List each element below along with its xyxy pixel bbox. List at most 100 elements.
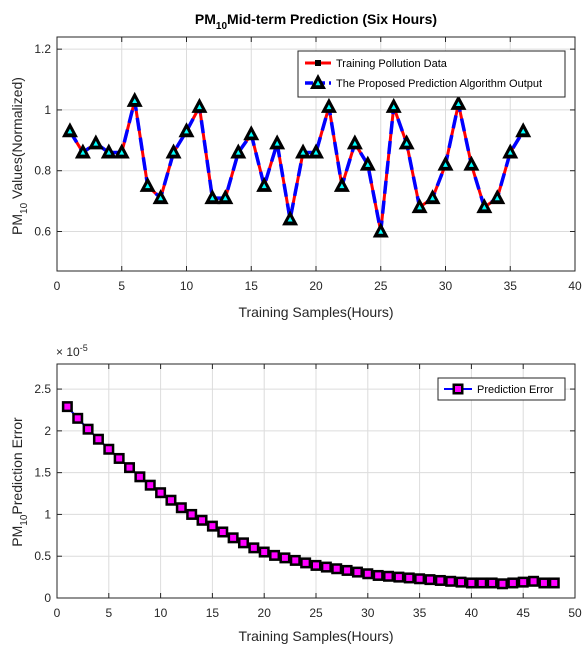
chart2-exponent-label: × 10-5 bbox=[56, 343, 88, 359]
chart1-y-axis-label: PM10 Values(Normalized) bbox=[9, 77, 30, 235]
error-marker-inner bbox=[85, 426, 92, 433]
chart2-x-tick-label: 5 bbox=[105, 606, 112, 620]
prediction-marker-inner bbox=[468, 162, 474, 167]
prediction-marker-inner bbox=[300, 149, 306, 155]
error-marker-inner bbox=[344, 567, 351, 574]
chart1-ylabel-rest: Values(Normalized) bbox=[9, 77, 25, 203]
error-marker-inner bbox=[313, 562, 319, 569]
error-marker-inner bbox=[385, 573, 392, 580]
error-marker-inner bbox=[520, 579, 527, 586]
error-marker-inner bbox=[354, 569, 361, 576]
chart2-x-tick-label: 0 bbox=[54, 606, 61, 620]
prediction-marker-inner bbox=[365, 162, 371, 167]
error-marker-inner bbox=[489, 579, 496, 586]
chart2-plot-area: 0 5 10 15 20 25 30 35 40 45 50 0 0.5 1 1.5 2 2.5 Predicti… bbox=[34, 363, 582, 620]
chart2-ylabel-main: PM bbox=[9, 526, 25, 547]
legend-marker-prediction-inner bbox=[315, 80, 321, 86]
prediction-marker-inner bbox=[119, 149, 125, 155]
prediction-marker-inner bbox=[80, 149, 86, 155]
chart1-x-tick-label: 15 bbox=[245, 279, 259, 293]
error-marker-inner bbox=[219, 528, 226, 535]
error-marker-inner bbox=[302, 559, 309, 566]
prediction-marker-inner bbox=[507, 149, 513, 155]
chart2-x-tick-label: 20 bbox=[258, 606, 272, 620]
prediction-marker-inner bbox=[274, 140, 280, 146]
error-marker-inner bbox=[375, 572, 382, 579]
chart2-y-tick-label: 0.5 bbox=[34, 549, 51, 563]
chart1-x-axis-label: Training Samples(Hours) bbox=[238, 304, 393, 320]
error-marker-inner bbox=[406, 574, 413, 581]
prediction-marker-inner bbox=[313, 149, 319, 155]
legend-marker-training bbox=[315, 60, 321, 66]
chart2-y-axis-label: PM10Prediction Error bbox=[9, 417, 30, 547]
error-marker-inner bbox=[157, 489, 164, 496]
prediction-marker-inner bbox=[196, 104, 202, 110]
error-marker-inner bbox=[64, 403, 71, 410]
error-marker-inner bbox=[395, 574, 402, 581]
error-marker-inner bbox=[551, 579, 558, 586]
chart1-x-tick-label: 30 bbox=[439, 279, 453, 293]
chart2-y-tick-label: 1 bbox=[44, 507, 51, 521]
prediction-marker-inner bbox=[222, 195, 228, 201]
prediction-marker-inner bbox=[494, 195, 500, 201]
error-marker-inner bbox=[509, 579, 516, 586]
chart2-x-tick-label: 25 bbox=[309, 606, 323, 620]
chart2-y-tick-label: 2.5 bbox=[34, 382, 51, 396]
chart1-y-tick-label: 1.2 bbox=[34, 42, 51, 56]
chart1-x-tick-label: 35 bbox=[504, 279, 518, 293]
legend-label-training: Training Pollution Data bbox=[336, 58, 448, 70]
error-marker-inner bbox=[188, 511, 195, 518]
prediction-marker-inner bbox=[481, 204, 487, 210]
chart2-x-tick-label: 45 bbox=[517, 606, 531, 620]
chart2-exponent-power: -5 bbox=[80, 343, 88, 353]
chart1-legend-box bbox=[297, 50, 566, 98]
chart2-x-tick-label: 10 bbox=[154, 606, 168, 620]
chart1-title-main: PM bbox=[195, 11, 216, 27]
chart2-ylabel-sub: 10 bbox=[19, 514, 30, 526]
chart1-x-tick-label: 40 bbox=[568, 279, 582, 293]
chart2-x-tick-label: 35 bbox=[413, 606, 427, 620]
prediction-marker-inner bbox=[106, 149, 112, 155]
error-marker-inner bbox=[95, 436, 102, 443]
prediction-marker-inner bbox=[209, 195, 215, 201]
error-marker-inner bbox=[209, 523, 216, 530]
error-marker-inner bbox=[530, 578, 537, 585]
chart1-y-tick-label: 1 bbox=[44, 103, 51, 117]
prediction-marker-inner bbox=[443, 162, 448, 167]
error-marker-inner bbox=[250, 544, 257, 551]
error-marker-inner bbox=[136, 473, 143, 480]
chart1-title: PM10Mid-term Prediction (Six Hours) bbox=[195, 11, 437, 32]
error-marker-inner bbox=[292, 557, 299, 564]
chart2-y-tick-label: 0 bbox=[44, 591, 51, 605]
legend-label-prediction: The Proposed Prediction Algorithm Output bbox=[336, 78, 542, 90]
chart1-title-sub: 10 bbox=[216, 21, 228, 32]
prediction-marker-inner bbox=[132, 98, 138, 104]
prediction-marker-inner bbox=[67, 128, 73, 134]
chart2-x-tick-label: 15 bbox=[206, 606, 220, 620]
prediction-marker-inner bbox=[417, 204, 423, 210]
error-marker-inner bbox=[167, 497, 174, 504]
prediction-marker-inner bbox=[158, 195, 164, 201]
error-marker-inner bbox=[458, 579, 465, 586]
chart1-x-tick-label: 5 bbox=[118, 279, 125, 293]
error-marker-inner bbox=[261, 549, 268, 556]
legend-marker-error-inner bbox=[455, 386, 461, 392]
prediction-marker-inner bbox=[326, 104, 332, 110]
prediction-marker-inner bbox=[391, 104, 397, 110]
prediction-marker-inner bbox=[520, 128, 526, 134]
error-marker-inner bbox=[271, 552, 278, 559]
chart1-x-tick-label: 25 bbox=[374, 279, 388, 293]
chart1-y-tick-label: 0.6 bbox=[34, 224, 51, 238]
error-marker-inner bbox=[147, 482, 154, 489]
chart1-title-rest: Mid-term Prediction (Six Hours) bbox=[227, 11, 437, 27]
chart1-x-tick-label: 10 bbox=[180, 279, 194, 293]
prediction-marker-inner bbox=[352, 140, 358, 146]
prediction-marker-inner bbox=[430, 195, 436, 201]
prediction-marker-inner bbox=[339, 183, 345, 189]
prediction-marker-inner bbox=[455, 101, 461, 107]
chart2-y-tick-label: 1.5 bbox=[34, 466, 51, 480]
prediction-marker-inner bbox=[145, 183, 151, 189]
error-marker-inner bbox=[105, 446, 112, 453]
error-marker-inner bbox=[74, 415, 81, 422]
